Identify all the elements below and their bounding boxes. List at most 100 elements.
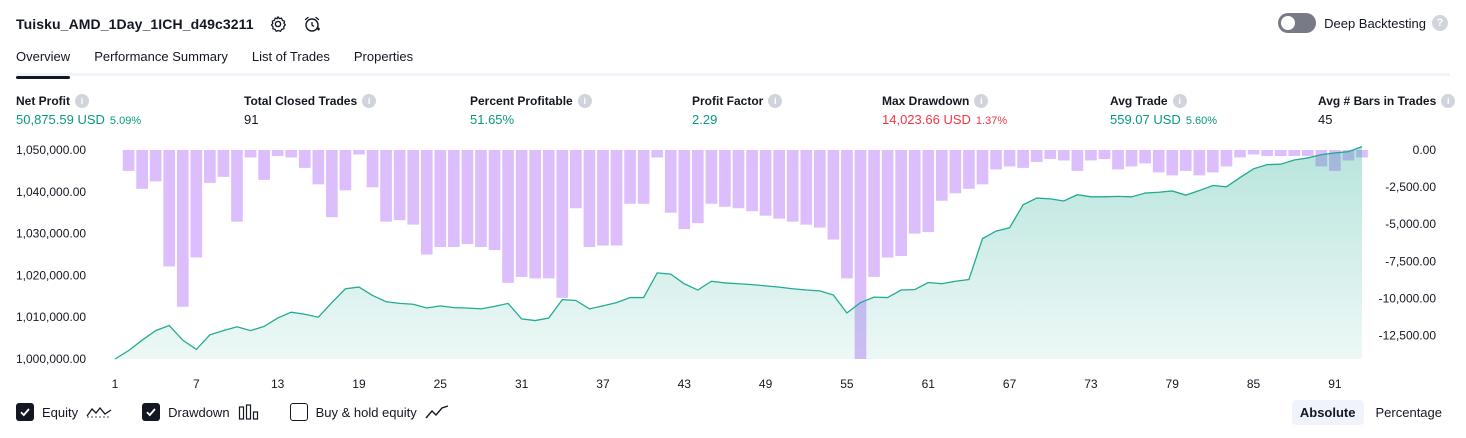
x-axis-label: 19: [352, 377, 366, 391]
info-icon[interactable]: i: [362, 94, 377, 108]
x-axis-label: 25: [434, 377, 448, 391]
equity-line-icon: [86, 404, 112, 420]
x-axis-label: 61: [922, 377, 936, 391]
y-axis-left-label: 1,000,000.00: [16, 352, 86, 366]
info-icon[interactable]: i: [75, 94, 89, 108]
drawdown-checkbox[interactable]: [142, 403, 161, 421]
drawdown-bar: [976, 150, 989, 185]
tab-overview[interactable]: Overview: [16, 46, 71, 79]
drawdown-bar: [1152, 150, 1165, 173]
legend-drawdown[interactable]: Drawdown: [142, 403, 259, 421]
drawdown-bar: [1098, 150, 1111, 159]
drawdown-bar: [1085, 150, 1097, 161]
drawdown-bar: [1301, 150, 1314, 156]
drawdown-bar: [1139, 150, 1151, 164]
drawdown-bar: [448, 150, 460, 248]
drawdown-bar: [1166, 150, 1179, 176]
drawdown-bar: [990, 150, 1002, 170]
tab-list-of-trades[interactable]: List of Trades: [251, 49, 330, 64]
metric-label: Max Drawdown: [882, 94, 970, 108]
equity-drawdown-chart[interactable]: 1,050,000.00 1,040,000.00 1,030,000.00 1,02…: [0, 138, 1466, 396]
drawdown-bar: [895, 150, 907, 256]
y-axis-right-label: -5,000.00: [1385, 217, 1436, 231]
drawdown-bar: [434, 150, 447, 248]
alarm-clock-add-icon[interactable]: [302, 14, 322, 34]
drawdown-bar: [922, 150, 935, 233]
y-axis-left-label: 1,040,000.00: [16, 185, 86, 199]
metric-percent: 5.09%: [109, 115, 142, 127]
drawdown-bar: [285, 150, 298, 158]
drawdown-bar: [732, 150, 745, 209]
drawdown-bar: [1207, 150, 1219, 173]
x-axis-label: 31: [515, 377, 529, 391]
tab-properties[interactable]: Properties: [353, 49, 414, 64]
drawdown-bar: [827, 150, 840, 240]
metric-value: 51.65%: [470, 112, 515, 127]
help-icon[interactable]: ?: [1432, 15, 1448, 31]
info-icon[interactable]: i: [1441, 94, 1456, 108]
metric-max-drawdown: Max Drawdown i 14,023.66 USD 1.37%: [882, 94, 1007, 127]
equity-checkbox[interactable]: [16, 403, 34, 421]
drawdown-bar: [624, 150, 636, 204]
equity-line: [114, 146, 1363, 360]
metric-total-closed-trades: Total Closed Trades i 91: [244, 94, 377, 127]
drawdown-bar: [149, 150, 162, 182]
drawdown-bar: [1179, 150, 1192, 171]
tab-performance-summary[interactable]: Performance Summary: [94, 49, 228, 64]
deep-backtesting-toggle[interactable]: [1278, 13, 1317, 33]
metric-avg-bars-in-trades: Avg # Bars in Trades i 45: [1318, 94, 1456, 127]
drawdown-bar: [1234, 150, 1246, 158]
gear-icon[interactable]: [268, 14, 288, 34]
buy-hold-line-icon: [425, 404, 449, 420]
x-axis-label: 79: [1166, 377, 1180, 391]
drawdown-bar: [1247, 150, 1260, 155]
deep-backtesting-label: Deep Backtesting: [1324, 15, 1426, 31]
legend-equity[interactable]: Equity: [16, 403, 112, 421]
info-icon[interactable]: i: [1172, 94, 1187, 108]
drawdown-bar: [583, 150, 596, 248]
y-axis-left-label: 1,050,000.00: [16, 143, 86, 157]
value-mode-switch: Absolute Percentage: [1288, 400, 1450, 425]
drawdown-bar: [1274, 150, 1287, 156]
drawdown-bar: [204, 150, 216, 183]
x-axis-label: 37: [596, 377, 610, 391]
drawdown-bar: [326, 150, 338, 218]
drawdown-bar: [854, 150, 867, 359]
strategy-header: Tuisku_AMD_1Day_1ICH_d49c3211: [16, 12, 322, 36]
drawdown-bar: [786, 150, 799, 222]
drawdown-bar: [746, 150, 758, 212]
y-axis-right-label: 0.00: [1413, 143, 1437, 157]
legend-buy-hold-equity[interactable]: Buy & hold equity: [289, 403, 449, 421]
drawdown-bar: [298, 150, 311, 168]
metric-label: Profit Factor: [692, 94, 764, 108]
drawdown-bar: [542, 150, 555, 279]
drawdown-bar: [570, 150, 582, 209]
metric-label: Avg # Bars in Trades: [1318, 94, 1437, 108]
x-axis-label: 67: [1003, 377, 1017, 391]
drawdown-bar: [610, 150, 623, 246]
drawdown-bar: [1261, 150, 1273, 156]
x-axis-label: 73: [1084, 377, 1098, 391]
metric-label: Total Closed Trades: [244, 94, 358, 108]
buy-hold-checkbox[interactable]: [289, 403, 308, 421]
x-axis-label: 7: [193, 377, 200, 391]
drawdown-bar: [1057, 150, 1070, 161]
x-axis-label: 91: [1328, 377, 1342, 391]
drawdown-bar: [231, 150, 243, 222]
percentage-button[interactable]: Percentage: [1375, 405, 1443, 420]
absolute-button[interactable]: Absolute: [1291, 400, 1364, 425]
drawdown-bar: [1125, 150, 1138, 167]
drawdown-bar: [1288, 150, 1301, 156]
info-icon[interactable]: i: [974, 94, 989, 108]
info-icon[interactable]: i: [768, 94, 783, 108]
info-icon[interactable]: i: [577, 94, 592, 108]
drawdown-bar: [339, 150, 352, 191]
y-axis-left-label: 1,010,000.00: [16, 310, 86, 324]
metric-value: 14,023.66 USD: [882, 112, 971, 127]
metrics-row: Net Profit i 50,875.59 USD 5.09% Total Clo…: [16, 94, 1456, 130]
metric-value: 2.29: [692, 112, 718, 127]
equity-area: [115, 146, 1362, 359]
drawdown-bar: [475, 150, 487, 248]
metric-percent: 1.37%: [975, 115, 1008, 127]
drawdown-bar: [692, 150, 704, 224]
